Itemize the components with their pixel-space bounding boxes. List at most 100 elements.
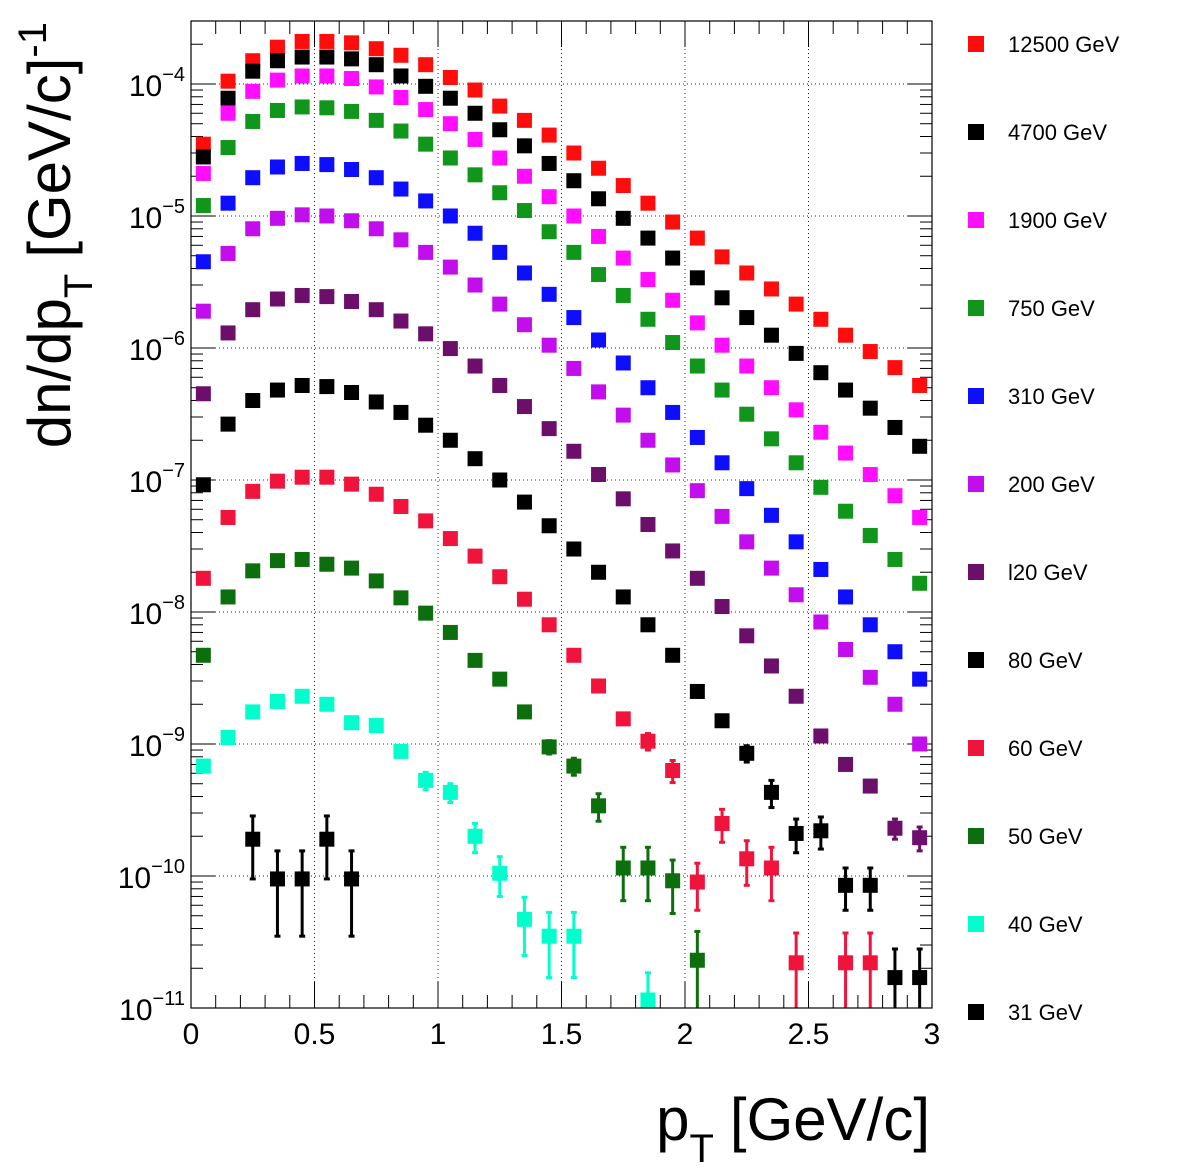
- data-point: [467, 652, 483, 668]
- data-point: [368, 79, 384, 95]
- data-point: [689, 683, 705, 699]
- data-point: [887, 820, 903, 836]
- data-point: [541, 421, 557, 437]
- data-point: [344, 35, 360, 51]
- data-point: [862, 617, 878, 633]
- data-point: [220, 105, 236, 121]
- y-tick-label: 10−11: [119, 988, 185, 1027]
- series-l20-gev: [195, 287, 928, 853]
- data-point: [887, 696, 903, 712]
- legend-marker: [968, 564, 984, 580]
- data-point: [467, 358, 483, 374]
- data-point: [714, 337, 730, 353]
- data-point: [393, 181, 409, 197]
- data-point: [368, 718, 384, 734]
- data-point: [566, 758, 582, 774]
- data-point: [393, 313, 409, 329]
- data-point: [689, 358, 705, 374]
- legend-entry: 31 GeV: [968, 1000, 1083, 1025]
- data-point: [591, 160, 607, 176]
- legend-label: 200 GeV: [1008, 472, 1095, 497]
- data-point: [566, 647, 582, 663]
- series-1900-gev: [195, 68, 928, 525]
- data-point: [566, 173, 582, 189]
- data-point: [566, 244, 582, 260]
- data-point: [615, 860, 631, 876]
- data-point: [220, 589, 236, 605]
- data-point: [245, 113, 261, 129]
- data-point: [368, 57, 384, 73]
- data-point: [195, 477, 211, 493]
- legend-entry: 750 GeV: [968, 296, 1095, 321]
- data-point: [788, 345, 804, 361]
- legend-entry: 1900 GeV: [968, 208, 1107, 233]
- data-point: [813, 365, 829, 381]
- data-point: [591, 191, 607, 207]
- series-750-gev: [195, 99, 928, 591]
- legend-marker: [968, 1004, 984, 1020]
- data-point: [245, 221, 261, 237]
- data-point: [467, 451, 483, 467]
- data-point: [442, 341, 458, 357]
- data-point: [245, 83, 261, 99]
- data-point: [615, 210, 631, 226]
- data-point: [640, 517, 656, 533]
- data-point: [813, 614, 829, 630]
- data-point: [665, 457, 681, 473]
- data-point: [492, 472, 508, 488]
- data-point: [516, 203, 532, 219]
- legend-marker: [968, 476, 984, 492]
- data-point: [269, 473, 285, 489]
- data-point: [566, 360, 582, 376]
- legend-label: 1900 GeV: [1008, 208, 1107, 233]
- x-tick-label: 1.5: [541, 1018, 583, 1051]
- data-point: [442, 208, 458, 224]
- legend-label: 80 GeV: [1008, 648, 1083, 673]
- data-point: [269, 72, 285, 88]
- data-point: [393, 743, 409, 759]
- data-point: [269, 871, 285, 887]
- data-point: [640, 992, 656, 1008]
- data-point: [763, 431, 779, 447]
- data-point: [516, 494, 532, 510]
- x-tick-label: 0.5: [294, 1018, 336, 1051]
- data-point: [344, 293, 360, 309]
- data-point: [467, 548, 483, 564]
- data-point: [640, 860, 656, 876]
- series-50-gev: [195, 551, 705, 1008]
- x-tick-label: 1: [430, 1018, 447, 1051]
- data-point: [788, 955, 804, 971]
- data-point: [838, 382, 854, 398]
- legend-label: 60 GeV: [1008, 736, 1083, 761]
- data-point: [615, 589, 631, 605]
- data-point: [294, 871, 310, 887]
- data-point: [887, 551, 903, 567]
- data-point: [541, 617, 557, 633]
- data-point: [862, 400, 878, 416]
- data-point: [344, 476, 360, 492]
- data-point: [344, 103, 360, 119]
- data-point: [319, 379, 335, 395]
- data-point: [739, 628, 755, 644]
- data-point: [368, 486, 384, 502]
- data-points: [195, 33, 928, 1008]
- data-point: [591, 798, 607, 814]
- data-point: [418, 513, 434, 529]
- data-point: [665, 647, 681, 663]
- legend-label: 4700 GeV: [1008, 120, 1107, 145]
- data-point: [418, 193, 434, 209]
- data-point: [714, 249, 730, 265]
- data-point: [195, 570, 211, 586]
- data-point: [640, 272, 656, 288]
- data-point: [591, 332, 607, 348]
- data-point: [813, 424, 829, 440]
- data-point: [912, 830, 928, 846]
- data-point: [615, 491, 631, 507]
- data-point: [344, 385, 360, 401]
- legend-entry: 50 GeV: [968, 824, 1083, 849]
- data-point: [442, 432, 458, 448]
- data-point: [714, 713, 730, 729]
- data-point: [541, 739, 557, 755]
- data-point: [689, 570, 705, 586]
